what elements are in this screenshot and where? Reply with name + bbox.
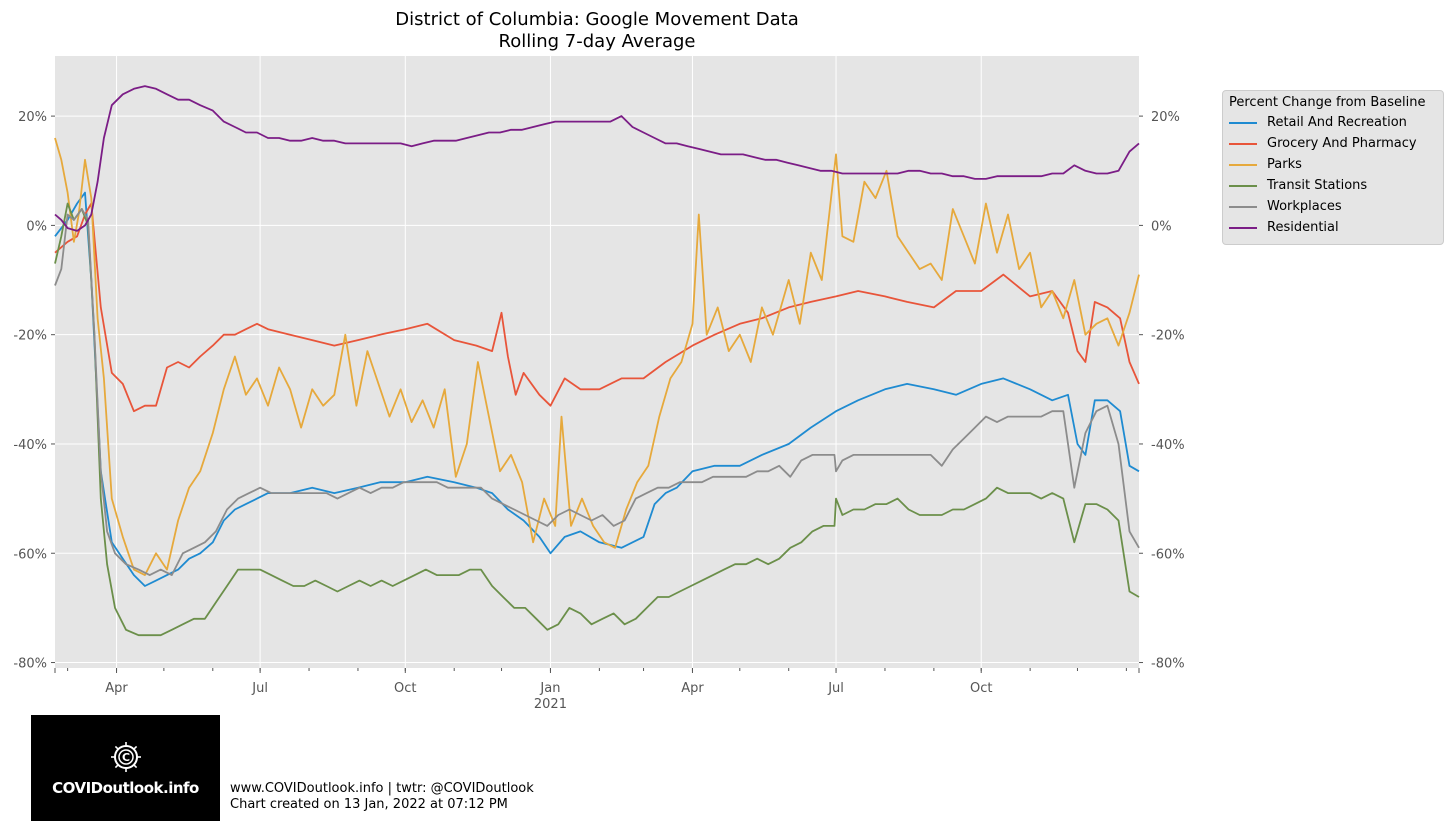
x-tick-label: Apr (681, 681, 704, 696)
legend-swatch (1229, 121, 1257, 124)
y-tick-label: 0% (26, 219, 47, 234)
chart-title: District of Columbia: Google Movement Da… (395, 9, 798, 30)
legend-label: Transit Stations (1267, 178, 1368, 193)
x-tick-label: Jul (251, 681, 268, 696)
legend-swatch (1229, 226, 1257, 229)
series-line-transit-stations (54, 202, 1140, 637)
legend: Percent Change from Baseline Retail And … (1222, 90, 1444, 245)
legend-label: Workplaces (1267, 199, 1342, 214)
y-tick-label: -80% (13, 657, 47, 672)
series-line-grocery-and-pharmacy (54, 202, 1140, 413)
footer: www.COVIDoutlook.info | twtr: @COVIDoutl… (230, 781, 534, 813)
x-tick-label: Jul (827, 681, 844, 696)
x-tick-label: Apr (105, 681, 128, 696)
legend-title: Percent Change from Baseline (1229, 95, 1426, 110)
y-tick-label: -40% (13, 438, 47, 453)
legend-label: Parks (1267, 157, 1302, 172)
legend-swatch (1229, 163, 1257, 166)
legend-label: Residential (1267, 220, 1339, 235)
series-line-retail-and-recreation (54, 191, 1140, 587)
footer-line-2: Chart created on 13 Jan, 2022 at 07:12 P… (230, 797, 508, 812)
legend-item: Parks (1229, 154, 1435, 175)
logo-text: COVIDoutlook.info (52, 779, 199, 797)
y-tick-label-right: -60% (1151, 547, 1185, 562)
logo: C COVIDoutlook.info (31, 715, 220, 821)
legend-item: Grocery And Pharmacy (1229, 133, 1435, 154)
y-tick-label-right: -80% (1151, 657, 1185, 672)
legend-swatch (1229, 184, 1257, 187)
series-layer (54, 85, 1140, 637)
y-tick-label-right: 20% (1151, 110, 1180, 125)
virus-icon: C (111, 742, 141, 772)
legend-swatch (1229, 142, 1257, 145)
series-line-workplaces (54, 208, 1140, 576)
y-tick-label-right: -40% (1151, 438, 1185, 453)
y-tick-label: -60% (13, 547, 47, 562)
x-year-label: 2021 (534, 697, 567, 712)
legend-item: Residential (1229, 217, 1435, 238)
footer-line-1: www.COVIDoutlook.info | twtr: @COVIDoutl… (230, 781, 534, 796)
axes: -80% -80% -60% -60% -40% -40% -20% -20% 0% 0% 20% 2… (13, 110, 1184, 712)
x-tick-label: Oct (970, 681, 992, 696)
legend-label: Retail And Recreation (1267, 115, 1407, 130)
x-tick-label: Oct (394, 681, 416, 696)
chart-subtitle: Rolling 7-day Average (499, 31, 696, 52)
series-line-residential (54, 85, 1140, 232)
svg-text:C: C (122, 751, 130, 764)
legend-swatch (1229, 205, 1257, 208)
x-tick-label: Jan (539, 681, 560, 696)
y-tick-label: 20% (18, 110, 47, 125)
legend-item: Retail And Recreation (1229, 112, 1435, 133)
legend-item: Transit Stations (1229, 175, 1435, 196)
y-tick-label-right: 0% (1151, 219, 1172, 234)
legend-label: Grocery And Pharmacy (1267, 136, 1417, 151)
y-tick-label: -20% (13, 329, 47, 344)
plot-area (55, 56, 1139, 668)
y-tick-label-right: -20% (1151, 329, 1185, 344)
legend-item: Workplaces (1229, 196, 1435, 217)
legend-items: Retail And Recreation Grocery And Pharmac… (1229, 112, 1435, 238)
